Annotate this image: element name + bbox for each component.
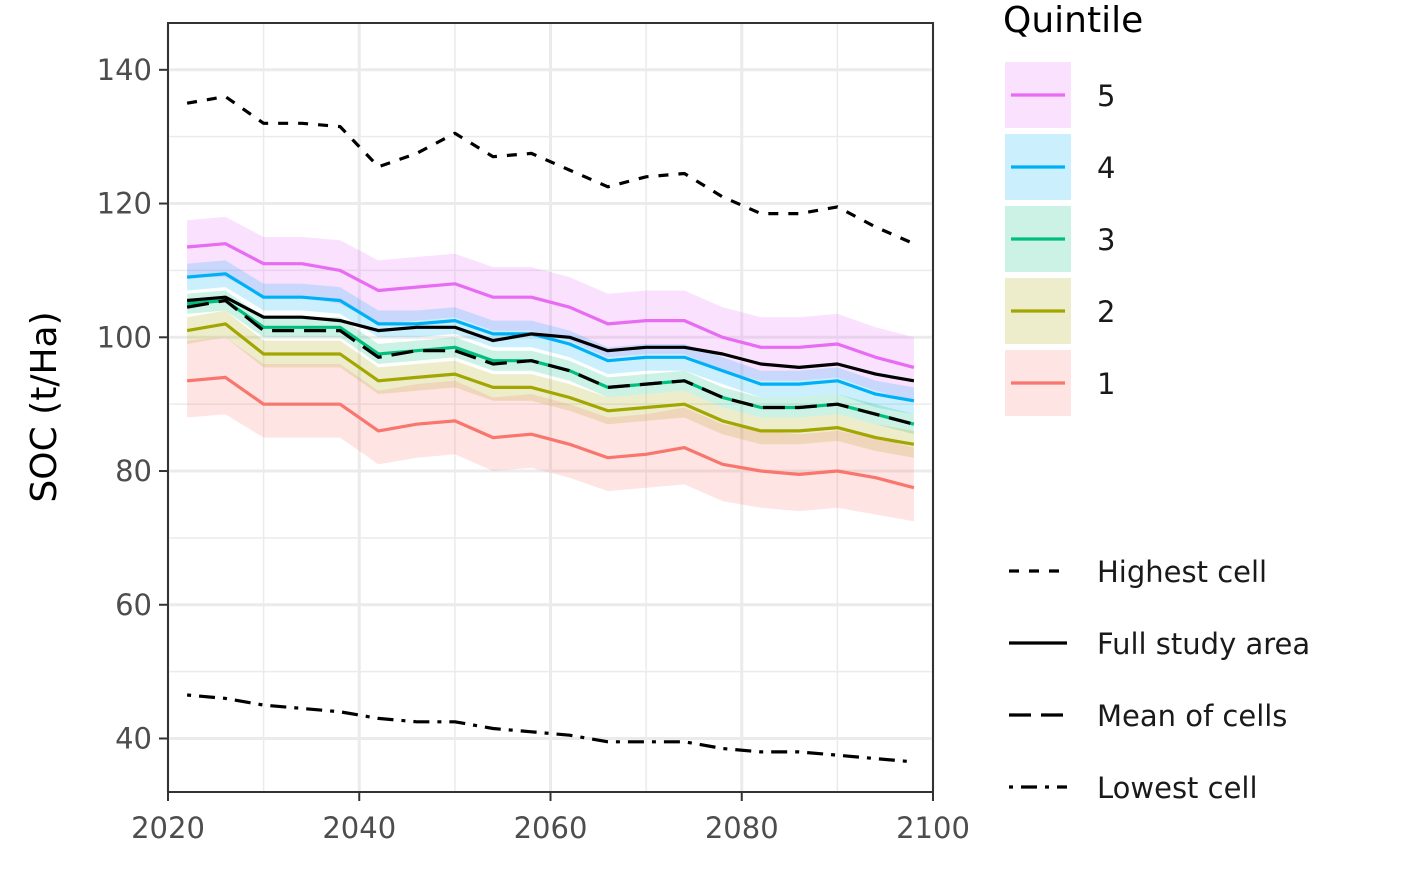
line-1 [186, 375, 915, 490]
legend-label-lowest-cell: Lowest cell [1097, 771, 1258, 805]
legend-label-quintile-3: 3 [1097, 223, 1115, 257]
y-tick-label: 80 [115, 454, 152, 488]
legend-label-quintile-4: 4 [1097, 151, 1115, 185]
y-tick-label: 100 [97, 320, 152, 354]
x-tick-label: 2100 [896, 811, 970, 845]
x-tick-label: 2080 [705, 811, 779, 845]
x-tick-label: 2040 [322, 811, 396, 845]
y-tick-label: 140 [97, 53, 152, 87]
ribbon-quintile-5 [187, 216, 914, 401]
line-5 [186, 242, 915, 369]
legend-label-quintile-1: 1 [1097, 367, 1115, 401]
line-2 [186, 322, 915, 446]
axis-layer: 40 60 80 100 120 140 2020 2040 2060 2080 2100 [97, 53, 970, 845]
quintile-legend: Quintile 5 4 3 2 1 [1003, 0, 1143, 416]
line-4 [186, 272, 915, 403]
x-tick-label: 2020 [131, 811, 205, 845]
y-tick-label: 120 [97, 187, 152, 221]
legend-label-quintile-2: 2 [1097, 295, 1115, 329]
legend-title: Quintile [1003, 0, 1143, 41]
line-highest-cell [186, 94, 915, 246]
legend-label-highest-cell: Highest cell [1097, 555, 1267, 589]
line-lowest-cell [186, 693, 915, 764]
linetype-legend: Highest cell Full study area Mean of cells… [1009, 555, 1310, 805]
y-tick-label: 40 [115, 722, 152, 756]
ribbon-quintile-2 [187, 310, 914, 458]
legend-label-full-study-area: Full study area [1097, 627, 1310, 661]
legend-label-quintile-5: 5 [1097, 79, 1115, 113]
line-full-study-area [186, 295, 915, 383]
ribbon-quintile-1 [187, 337, 914, 522]
ribbon-quintile-3 [187, 290, 914, 435]
y-tick-label: 60 [115, 588, 152, 622]
x-tick-label: 2060 [514, 811, 588, 845]
line-mean-of-cells [186, 298, 915, 426]
legend-label-mean-of-cells: Mean of cells [1097, 699, 1287, 733]
line-layer [186, 94, 915, 764]
y-axis-title: SOC (t/Ha) [24, 311, 65, 502]
